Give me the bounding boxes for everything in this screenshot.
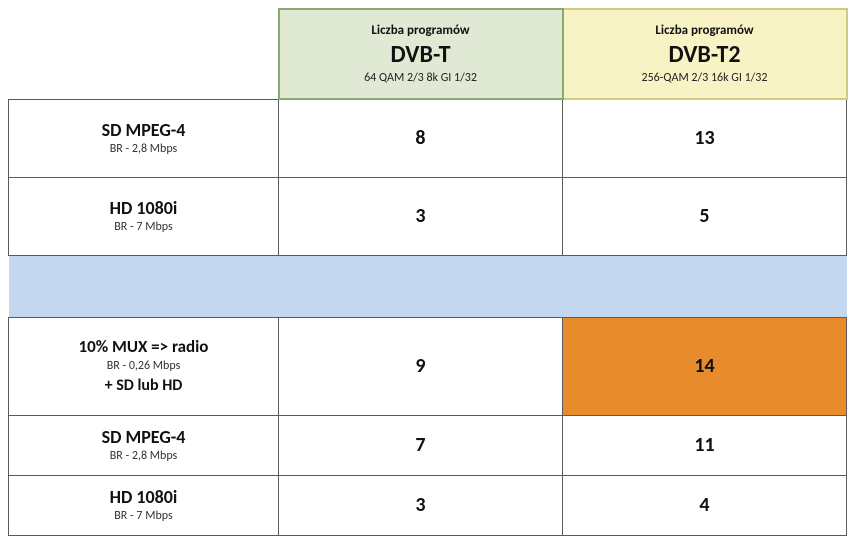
row-label-main: SD MPEG-4 xyxy=(15,120,272,142)
value-dvb-t2: 11 xyxy=(563,415,847,475)
row-label-sub: BR - 7 Mbps xyxy=(15,220,272,234)
col-header-dvb-t: Liczba programów DVB-T 64 QAM 2/3 8k GI … xyxy=(279,9,563,99)
blank-corner xyxy=(9,9,279,99)
col-header-top: Liczba programów xyxy=(286,23,556,38)
table-header-row: Liczba programów DVB-T 64 QAM 2/3 8k GI … xyxy=(9,9,847,99)
dvb-comparison-table: Liczba programów DVB-T 64 QAM 2/3 8k GI … xyxy=(8,8,848,536)
row-label-main-b: + SD lub HD xyxy=(15,376,272,395)
table-row: SD MPEG-4 BR - 2,8 Mbps 8 13 xyxy=(9,99,847,177)
row-label-sub: BR - 2,8 Mbps xyxy=(15,142,272,156)
row-label-sub: BR - 7 Mbps xyxy=(15,509,272,523)
col-header-params: 256-QAM 2/3 16k GI 1/32 xyxy=(570,71,840,85)
value-dvb-t: 7 xyxy=(279,415,563,475)
separator-cell xyxy=(9,255,847,317)
row-label-main: SD MPEG-4 xyxy=(15,427,272,449)
row-label: SD MPEG-4 BR - 2,8 Mbps xyxy=(9,99,279,177)
value-dvb-t2: 5 xyxy=(563,177,847,255)
table-row: 10% MUX => radio BR - 0,26 Mbps + SD lub… xyxy=(9,317,847,415)
value-dvb-t2: 13 xyxy=(563,99,847,177)
row-label: HD 1080i BR - 7 Mbps xyxy=(9,177,279,255)
row-label-main-a: 10% MUX => radio xyxy=(15,337,272,357)
row-label: 10% MUX => radio BR - 0,26 Mbps + SD lub… xyxy=(9,317,279,415)
col-header-top: Liczba programów xyxy=(570,23,840,38)
col-header-dvb-t2: Liczba programów DVB-T2 256-QAM 2/3 16k … xyxy=(563,9,847,99)
col-header-standard: DVB-T2 xyxy=(570,40,840,69)
value-dvb-t: 9 xyxy=(279,317,563,415)
row-label: HD 1080i BR - 7 Mbps xyxy=(9,475,279,535)
value-dvb-t: 3 xyxy=(279,177,563,255)
value-dvb-t2-highlight: 14 xyxy=(563,317,847,415)
value-dvb-t2: 4 xyxy=(563,475,847,535)
row-label-main: HD 1080i xyxy=(15,487,272,509)
table-row: SD MPEG-4 BR - 2,8 Mbps 7 11 xyxy=(9,415,847,475)
value-dvb-t: 3 xyxy=(279,475,563,535)
row-label-sub: BR - 2,8 Mbps xyxy=(15,449,272,463)
table-row: HD 1080i BR - 7 Mbps 3 5 xyxy=(9,177,847,255)
row-label-main: HD 1080i xyxy=(15,198,272,220)
value-dvb-t: 8 xyxy=(279,99,563,177)
col-header-standard: DVB-T xyxy=(286,40,556,69)
separator-row xyxy=(9,255,847,317)
row-label: SD MPEG-4 BR - 2,8 Mbps xyxy=(9,415,279,475)
col-header-params: 64 QAM 2/3 8k GI 1/32 xyxy=(286,71,556,85)
row-label-sub: BR - 0,26 Mbps xyxy=(15,359,272,373)
table-row: HD 1080i BR - 7 Mbps 3 4 xyxy=(9,475,847,535)
